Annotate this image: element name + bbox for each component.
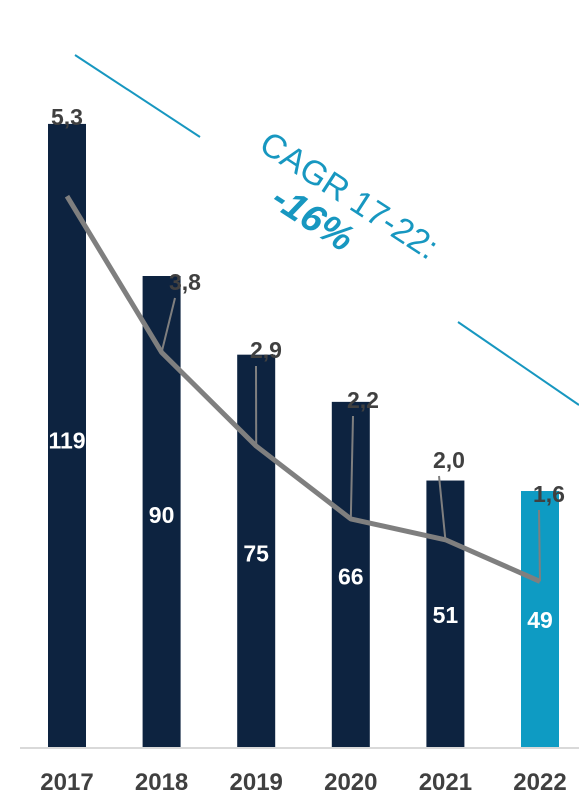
leader-lines-group bbox=[160, 297, 541, 582]
bar-value-label: 66 bbox=[338, 563, 364, 589]
leader-line bbox=[438, 475, 447, 540]
cagr-annotation: CAGR 17-22: -16% bbox=[253, 124, 445, 267]
line-value-label: 2,0 bbox=[433, 447, 465, 473]
trend-line bbox=[64, 194, 542, 584]
bar-2020 bbox=[331, 401, 370, 748]
line-value-label: 3,8 bbox=[169, 269, 201, 295]
x-tick-label: 2021 bbox=[419, 769, 472, 796]
bar-value-label: 51 bbox=[433, 602, 459, 628]
bar-value-label: 90 bbox=[149, 502, 175, 528]
x-axis-ticks: 2017 2018 2019 2020 2021 2022 bbox=[40, 769, 566, 796]
line-labels-group: 5,3 3,8 2,9 2,2 2,0 1,6 bbox=[51, 104, 565, 507]
line-value-label: 1,6 bbox=[533, 481, 565, 507]
bars-group: 119 90 75 66 51 49 bbox=[48, 123, 559, 748]
bar-value-label: 75 bbox=[243, 540, 269, 566]
bar-2017 bbox=[48, 123, 86, 748]
bar-value-label: 119 bbox=[48, 427, 85, 453]
line-value-label: 2,9 bbox=[250, 337, 282, 363]
leader-line bbox=[160, 297, 176, 353]
bar-value-label: 49 bbox=[527, 607, 553, 633]
line-value-label: 5,3 bbox=[51, 104, 83, 130]
cagr-arrow-lower bbox=[457, 321, 579, 406]
line-value-label: 2,2 bbox=[347, 387, 379, 413]
x-tick-label: 2017 bbox=[40, 769, 93, 796]
x-tick-label: 2018 bbox=[135, 769, 188, 796]
cagr-arrow-upper bbox=[74, 54, 201, 138]
bar-2021 bbox=[426, 480, 465, 748]
x-tick-label: 2020 bbox=[324, 769, 377, 796]
leader-line bbox=[349, 415, 354, 519]
x-tick-label: 2022 bbox=[513, 769, 566, 796]
leader-line bbox=[538, 509, 541, 582]
x-tick-label: 2019 bbox=[230, 769, 283, 796]
